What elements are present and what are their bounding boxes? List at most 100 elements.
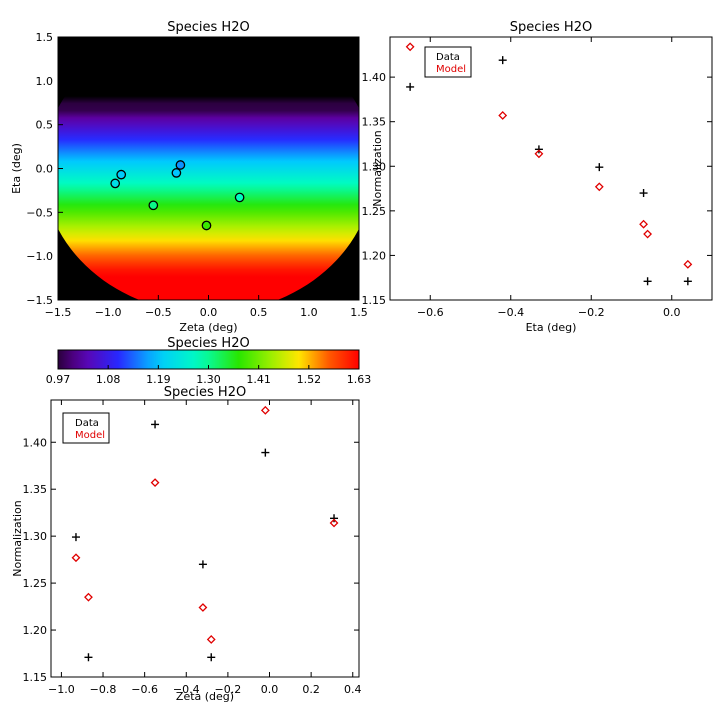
zeta-model-point [260, 405, 270, 415]
eta-model-point [643, 229, 653, 239]
eta-panel: −0.6 −0.4 −0.2 0.01.151.201.251.301.351.40 … [362, 20, 713, 334]
eta-y-tick-label: 1.15 [362, 294, 387, 307]
map-title: Species H2O [167, 20, 249, 35]
zeta-model-point [329, 518, 339, 528]
zeta-data-point [71, 533, 80, 542]
eta-data-point [406, 82, 415, 91]
eta-data-point [643, 277, 652, 286]
map-station-point [116, 169, 127, 180]
colorbar-title: Species H2O [167, 336, 249, 351]
eta-title: Species H2O [510, 20, 592, 35]
zeta-data-point [151, 420, 160, 429]
colorbar-tick-label: 1.63 [347, 373, 372, 386]
zeta-model-point [206, 635, 216, 644]
colorbar-tick-label: 1.08 [96, 373, 121, 386]
map-y-tick-label: −1.0 [26, 250, 53, 263]
map-x-tick-label: 1.0 [300, 306, 318, 319]
zeta-data-point [261, 448, 270, 457]
eta-y-tick-label: 1.40 [362, 71, 387, 84]
colorbar-tick-label: 1.19 [146, 373, 171, 386]
map-x-tick-label: −1.5 [45, 306, 72, 319]
eta-y-tick-label: 1.35 [362, 116, 387, 129]
zeta-data-point [198, 560, 207, 569]
map-station-point [234, 192, 245, 203]
zeta-x-tick-label: −0.6 [131, 683, 158, 696]
eta-x-tick-label: −0.2 [578, 306, 605, 319]
zeta-y-tick-label: 1.40 [23, 436, 48, 449]
eta-y-tick-label: 1.20 [362, 249, 387, 262]
eta-x-tick-label: 0.0 [663, 306, 681, 319]
map-station-point [175, 160, 186, 170]
eta-model-point [639, 219, 648, 229]
zeta-y-tick-label: 1.20 [23, 624, 48, 637]
zeta-y-tick-label: 1.30 [23, 530, 48, 543]
zeta-model-point [84, 592, 93, 602]
zeta-x-tick-label: 0.4 [344, 683, 362, 696]
map-y-tick-label: 1.0 [36, 75, 54, 88]
zeta-data-point [207, 653, 216, 662]
eta-model-point [534, 149, 544, 159]
map-x-tick-label: 1.5 [350, 306, 368, 319]
zeta-model-point [198, 603, 208, 612]
zeta-panel: −1.0 −0.8 −0.6 −0.4 −0.2 0.0 0.2 0.4 1.15 1.20 1.2… [11, 385, 362, 703]
eta-data-point [534, 145, 543, 154]
map-y-tick-label: 1.5 [36, 31, 54, 44]
zeta-ylabel: Normalization [11, 500, 24, 576]
eta-model-point [498, 111, 508, 120]
zeta-marks [71, 405, 339, 662]
zeta-legend-data: Data [75, 418, 99, 429]
eta-y-tick-label: 1.30 [362, 160, 387, 173]
map-stations [110, 160, 245, 231]
eta-ylabel: Normalization [371, 130, 384, 206]
colorbar-tick-label: 1.52 [297, 373, 322, 386]
zeta-x-tick-label: −0.4 [173, 683, 200, 696]
zeta-x-tick-label: 0.0 [261, 683, 279, 696]
eta-data-point [639, 189, 648, 198]
map-y-tick-label: −1.5 [26, 294, 53, 307]
eta-data-point [683, 277, 692, 286]
eta-xlabel: Eta (deg) [526, 321, 577, 334]
zeta-title: Species H2O [164, 385, 246, 400]
map-ylabel: Eta (deg) [10, 143, 23, 194]
eta-legend-data: Data [436, 52, 460, 63]
eta-legend-model: Model [436, 64, 466, 75]
eta-x-tick-label: −0.6 [417, 306, 444, 319]
zeta-x-tick-label: −0.8 [90, 683, 117, 696]
map-xlabel: Zeta (deg) [179, 321, 237, 334]
eta-model-point [594, 182, 604, 192]
eta-frame [389, 36, 713, 301]
zeta-data-point [330, 514, 339, 523]
zeta-frame [50, 399, 360, 678]
eta-y-tick-label: 1.25 [362, 205, 387, 218]
eta-model-point [405, 42, 415, 52]
zeta-xlabel: Zeta (deg) [176, 690, 234, 703]
colorbar-tick-label: 1.41 [246, 373, 271, 386]
eta-marks [405, 42, 693, 286]
eta-x-tick-label: −0.4 [497, 306, 524, 319]
map-station-point [148, 200, 159, 211]
eta-data-point [498, 56, 507, 65]
colorbar: Species H2O 0.97 1.08 1.19 1.30 1.41 1.52 1.63 [46, 336, 372, 386]
eta-legend-box [424, 46, 472, 78]
zeta-y-tick-label: 1.15 [23, 671, 48, 684]
zeta-x-tick-label: −0.2 [215, 683, 242, 696]
zeta-y-tick-label: 1.35 [23, 483, 48, 496]
map-station-point [171, 168, 182, 178]
zeta-model-point [71, 553, 81, 563]
map-y-tick-label: −0.5 [26, 206, 53, 219]
zeta-data-point [84, 653, 93, 662]
zeta-ticks: −1.0 −0.8 −0.6 −0.4 −0.2 0.0 0.2 0.4 1.15 1.20 1.2… [23, 400, 362, 696]
map-field-disk [58, 37, 359, 300]
map-x-tick-label: −1.0 [95, 306, 122, 319]
eta-legend: Data Model [424, 46, 472, 78]
colorbar-tick-label: 1.30 [196, 373, 221, 386]
eta-data-point [595, 163, 604, 172]
map-station-point [201, 220, 212, 231]
eta-ticks: −0.6 −0.4 −0.2 0.0 1.15 1.20 1.25 1.30 1.35 1.40 [362, 37, 712, 319]
zeta-legend-box [62, 412, 110, 444]
map-y-tick-label: 0.0 [36, 163, 54, 176]
zeta-y-tick-label: 1.25 [23, 577, 48, 590]
map-panel: −1.5 −1.0 −0.5 0.0 0.5 1.0 1.5 −1.5 −1.0 −0.5 0.0 0… [10, 20, 368, 334]
